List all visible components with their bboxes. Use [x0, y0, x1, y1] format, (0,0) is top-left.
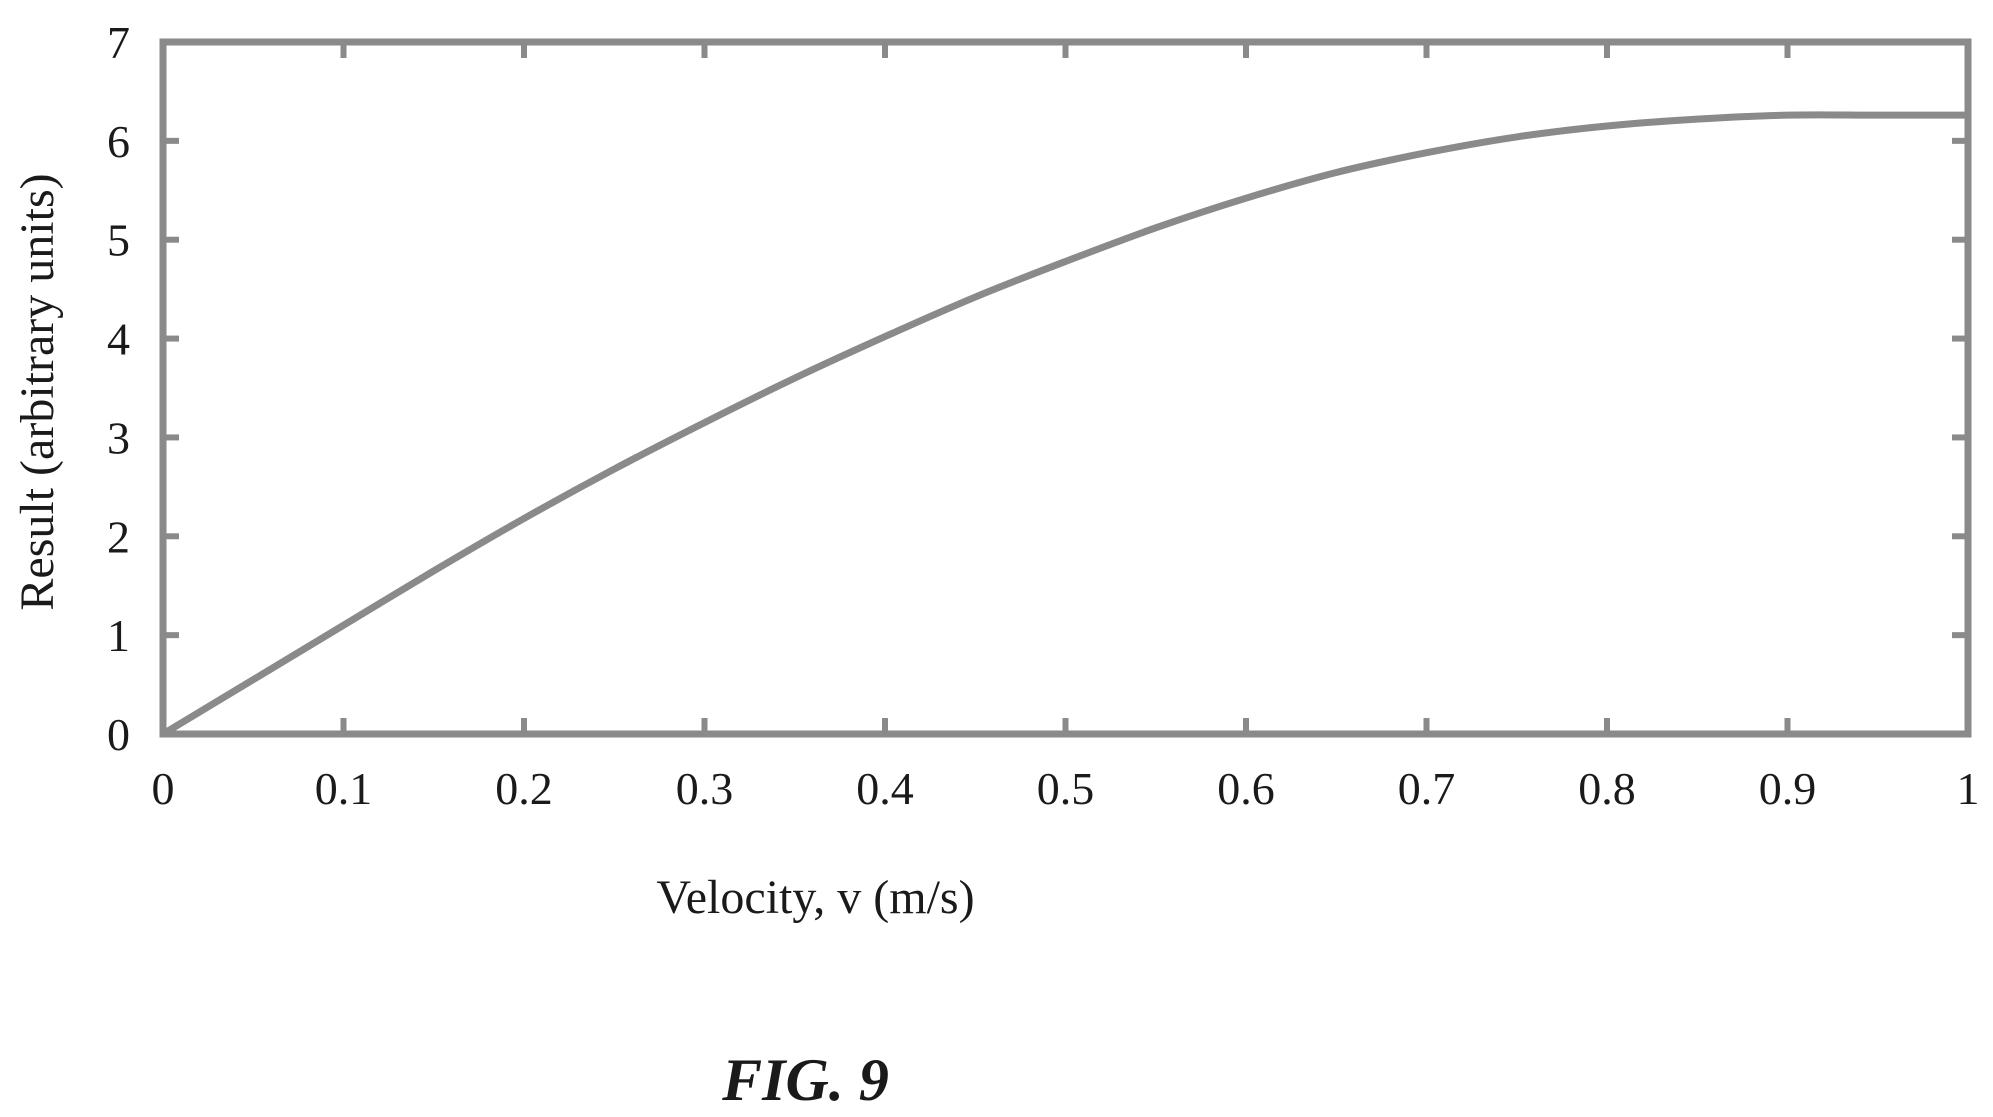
x-tick-label: 0.3	[676, 763, 734, 814]
y-tick-label: 0	[107, 709, 130, 760]
x-tick-label: 0.5	[1037, 763, 1095, 814]
x-tick-label: 0.1	[315, 763, 373, 814]
x-tick-label: 0	[152, 763, 175, 814]
y-tick-label: 3	[107, 412, 130, 463]
x-tick-label: 1	[1957, 763, 1980, 814]
figure-caption: FIG. 9	[721, 1047, 889, 1113]
y-tick-label: 6	[107, 116, 130, 167]
y-axis-title: Result (arbitrary units)	[11, 173, 64, 610]
y-tick-label: 7	[107, 17, 130, 68]
y-tick-label: 4	[107, 314, 130, 365]
x-tick-label: 0.9	[1759, 763, 1817, 814]
x-tick-label: 0.4	[856, 763, 914, 814]
x-axis-title: Velocity, v (m/s)	[656, 871, 974, 924]
y-tick-label: 1	[107, 610, 130, 661]
y-tick-label: 2	[107, 511, 130, 562]
x-tick-label: 0.8	[1578, 763, 1636, 814]
x-tick-label: 0.6	[1217, 763, 1275, 814]
series-line	[159, 111, 1972, 738]
y-tick-label: 5	[107, 215, 130, 266]
x-tick-label: 0.2	[495, 763, 553, 814]
x-tick-label: 0.7	[1398, 763, 1456, 814]
